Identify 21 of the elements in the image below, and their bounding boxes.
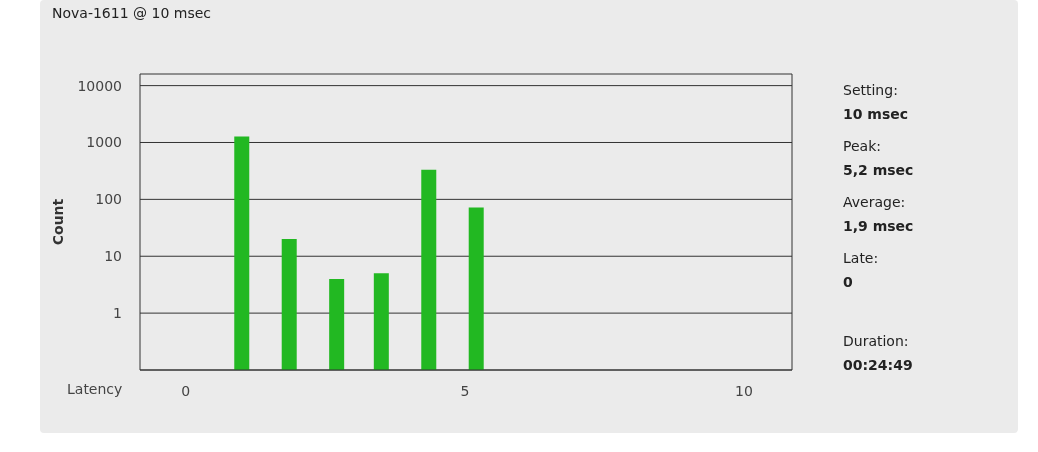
y-tick-label: 10 [104,248,122,265]
chart-title: Nova-1611 @ 10 msec [52,5,211,21]
text: Duration: [843,332,910,351]
text: 1,9 msec [843,217,914,236]
x-axis-title: Latency [67,381,123,397]
y-tick-label: 10000 [77,77,122,94]
text: 0 [843,273,854,292]
y-tick-label: 100 [95,191,122,208]
x-tick-label: 10 [735,382,753,399]
text: Average: [843,193,907,212]
text: Setting: [843,81,899,100]
y-tick-label: 1 [113,305,122,322]
text: 00:24:49 [843,356,914,375]
x-tick-label: 5 [460,382,470,399]
text: Peak: [843,137,882,156]
text: 5,2 msec [843,161,914,180]
y-tick-label: 1000 [86,134,122,151]
y-axis-title: Count [49,198,66,246]
text: 10 msec [843,105,910,124]
text: Late: [843,249,880,268]
x-tick-label: 0 [181,382,191,399]
